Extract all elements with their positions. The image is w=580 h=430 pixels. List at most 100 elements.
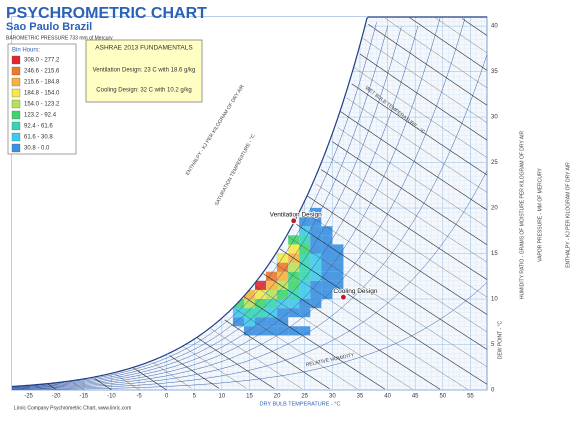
legend-label: 184.8 - 154.0 <box>24 91 60 97</box>
bin-cell <box>277 326 289 336</box>
design-point <box>290 217 297 224</box>
bin-cell <box>310 226 322 236</box>
bin-cell <box>310 235 322 245</box>
x-tick-label: -5 <box>136 394 142 400</box>
bin-cell <box>299 253 311 263</box>
enthalpy-line <box>279 248 488 385</box>
enthalpy-line <box>133 367 167 391</box>
y-tick-label: 10 <box>491 297 498 303</box>
bin-cell <box>288 244 300 254</box>
enthalpy-line <box>362 38 488 123</box>
rh-curve <box>11 282 488 390</box>
enthalpy-label-right: ENTHALPY - KJ PER KILOGRAM OF DRY AIR <box>565 162 571 268</box>
bin-cell <box>277 317 289 327</box>
enthalpy-line <box>321 169 488 280</box>
y-tick-label: 40 <box>491 24 498 30</box>
enthalpy-line <box>337 127 488 228</box>
bin-cell <box>310 289 322 300</box>
bin-cell <box>232 317 244 327</box>
legend-label: 154.0 - 123.2 <box>24 102 60 108</box>
bin-cell <box>321 253 333 263</box>
bin-cell <box>299 326 311 336</box>
bin-cell <box>310 208 322 218</box>
plot-area: -25 -20 -15 -10 -5 0 5 10 15 20 25 30 35 40 45 50 55 0 5 10… <box>11 16 498 400</box>
enthalpy-line <box>114 373 140 391</box>
bin-cell <box>288 299 300 309</box>
bin-cell <box>277 280 289 290</box>
annotation: ASHRAE 2013 FUNDAMENTALS Ventilation Des… <box>85 39 203 103</box>
annotation-box <box>85 39 203 103</box>
x-tick-label: 20 <box>274 394 281 400</box>
legend-swatch <box>11 88 21 98</box>
enthalpy-line <box>332 141 488 246</box>
bin-cell <box>288 308 300 318</box>
bin-cell <box>288 262 300 272</box>
bin-cell <box>310 271 322 281</box>
enthalpy-line <box>169 355 220 389</box>
bin-cell <box>310 299 322 309</box>
chart-title: PSYCHROMETRIC CHART <box>6 5 207 22</box>
enthalpy-line <box>368 23 488 106</box>
legend-label: 308.0 - 277.2 <box>24 58 60 64</box>
rh-curve <box>11 54 488 390</box>
enthalpy-line <box>271 261 468 390</box>
x-axis-label: DRY BULB TEMPERATURE - °C <box>260 401 341 407</box>
y-tick-label: 5 <box>491 342 495 348</box>
enthalpy-line <box>263 273 441 390</box>
legend-swatch <box>11 143 21 153</box>
y-tick-label: 0 <box>491 388 495 394</box>
bin-cell <box>310 262 322 272</box>
enthalpy-line <box>47 383 57 390</box>
x-tick-label: 25 <box>301 394 308 400</box>
bin-cell <box>321 271 333 281</box>
design-point-label: Ventilation Design <box>270 212 322 219</box>
legend-title: Bin Hours: <box>12 48 40 54</box>
y-tick-label: 20 <box>491 206 498 212</box>
y-tick-label: 30 <box>491 115 498 121</box>
legend-swatch <box>11 132 21 142</box>
bin-cell <box>266 326 278 336</box>
enthalpy-line <box>301 209 488 333</box>
bin-cell <box>243 308 256 318</box>
legend-label: 246.6 - 215.6 <box>24 69 60 75</box>
pressure-note: BAROMETRIC PRESSURE 733 mm of Mercury <box>6 35 113 41</box>
enthalpy-line <box>152 362 192 389</box>
bin-cell <box>266 299 278 309</box>
x-tick-label: -25 <box>24 394 33 400</box>
bin-cell <box>266 317 278 327</box>
rh-curve <box>11 170 488 390</box>
x-tick-label: 10 <box>219 394 226 400</box>
enthalpy-line <box>346 97 488 193</box>
legend-swatch <box>11 77 21 87</box>
enthalpy-line <box>340 111 488 211</box>
bin-cell <box>266 289 278 300</box>
x-tick-label: -15 <box>79 394 88 400</box>
rh-curve <box>11 18 466 389</box>
legend-label: 215.6 - 184.8 <box>24 80 60 86</box>
bin-cell <box>321 289 333 300</box>
legend-label: 30.8 - 0.0 <box>24 146 50 152</box>
y-tick-label: 15 <box>491 251 498 257</box>
bin-cell <box>277 271 289 281</box>
footer: Linric Company Psychrometric Chart, www.… <box>14 405 131 411</box>
bin-cell <box>321 262 333 272</box>
x-tick-label: 35 <box>357 394 364 400</box>
bin-cell <box>332 280 344 290</box>
legend-swatch <box>11 121 21 131</box>
bin-cell <box>266 271 278 281</box>
legend-swatch <box>11 55 21 65</box>
enthalpy-line <box>254 285 413 390</box>
bin-cell <box>310 253 322 263</box>
bin-cell <box>277 299 289 309</box>
annotation-title: ASHRAE 2013 FUNDAMENTALS <box>95 45 193 52</box>
enthalpy-line <box>235 309 358 390</box>
bin-cell <box>299 244 311 254</box>
enthalpy-line <box>434 16 488 54</box>
y-axis-label: HUMIDITY RATIO - GRAMS OF MOISTURE PER K… <box>519 130 525 299</box>
bin-cell <box>288 280 300 290</box>
enthalpy-line <box>243 296 385 390</box>
x-tick-label: 45 <box>412 394 419 400</box>
bin-cell <box>232 308 244 318</box>
legend-swatch <box>11 99 21 109</box>
bin-cell <box>255 289 267 300</box>
